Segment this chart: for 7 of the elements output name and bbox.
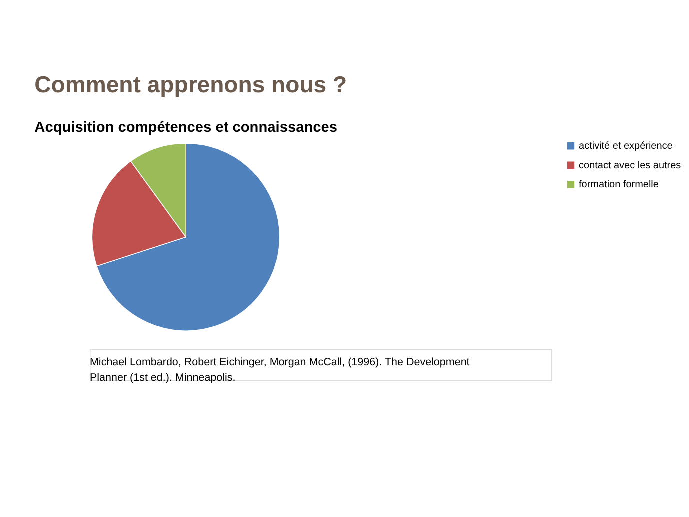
- legend-label: contact avec les autres: [579, 160, 682, 172]
- text: Michael Lombardo, Robert Eichinger, Morgan McCall, (1996). The Development Planner (1st ed.). Minneapolis.: [90, 356, 470, 384]
- legend-label: formation formelle: [579, 180, 660, 191]
- pie-slice: [96, 143, 280, 332]
- chart-subtitle: Acquisition compétences et connaissances: [34, 120, 338, 136]
- legend-label: activité et expérience: [579, 141, 674, 152]
- chart-title: Comment apprenons nous ?: [34, 72, 348, 98]
